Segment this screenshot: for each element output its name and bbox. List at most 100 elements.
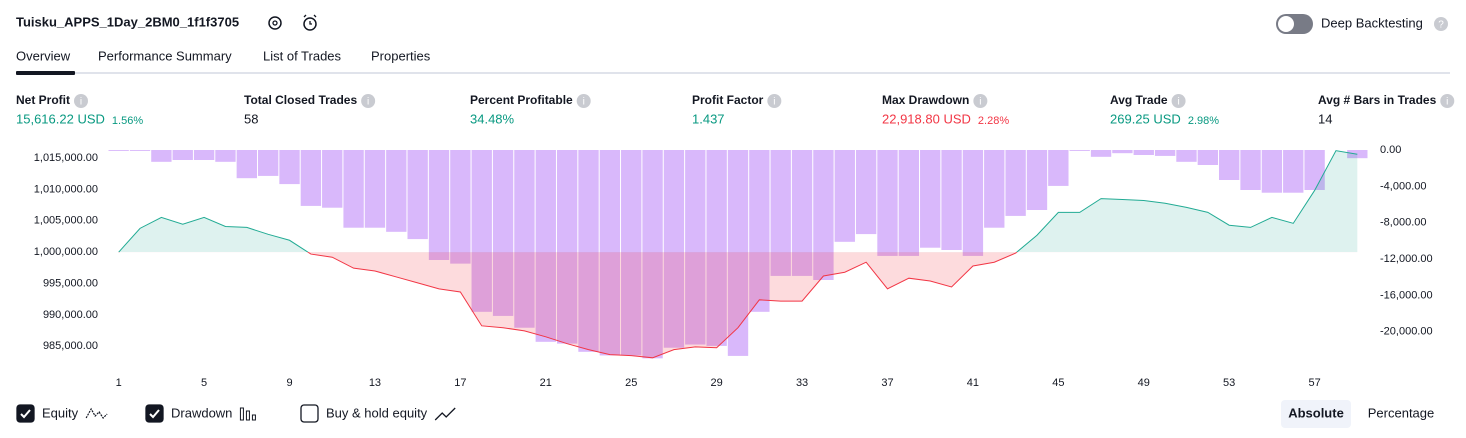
drawdown-bar	[322, 150, 343, 208]
drawdown-bar	[1069, 150, 1090, 151]
drawdown-bar	[855, 150, 877, 235]
info-icon[interactable]	[1171, 94, 1186, 108]
drawdown-bar	[791, 150, 813, 276]
drawdown-bar	[1005, 150, 1026, 216]
metric-value: 15,616.22 USD	[16, 111, 105, 126]
drawdown-bar	[1026, 150, 1048, 210]
info-icon[interactable]	[767, 94, 782, 108]
equity-line-below	[118, 252, 1018, 359]
x-tick-label: 9	[286, 377, 292, 389]
drawdown-bar	[535, 150, 556, 342]
drawdown-bar	[770, 150, 791, 276]
metric-label: Profit Factor	[692, 93, 764, 107]
drawdown-bar	[492, 150, 514, 316]
alert-icon[interactable]	[303, 14, 317, 31]
drawdown-bar	[1090, 150, 1112, 157]
settings-icon[interactable]	[268, 16, 282, 30]
y2-tick-label: -4,000.00	[1380, 180, 1426, 192]
drawdown-bar	[813, 150, 834, 280]
drawdown-bar	[706, 150, 727, 346]
drawdown-icon	[239, 407, 256, 421]
info-icon[interactable]	[1440, 94, 1455, 108]
metric-value: 1.437	[692, 111, 725, 126]
toggle-label: Deep Backtesting	[1321, 15, 1423, 30]
metric-label: Max Drawdown	[882, 93, 969, 107]
equity-area-above	[118, 150, 1358, 253]
metric-label: Avg Trade	[1110, 93, 1168, 107]
drawdown-bar	[877, 150, 898, 256]
drawdown-bar	[749, 150, 770, 312]
checkmark	[20, 409, 31, 419]
drawdown-bar	[1283, 150, 1304, 193]
checkbox[interactable]	[145, 404, 164, 423]
info-icon[interactable]	[973, 94, 988, 108]
metric-pct: 1.56%	[112, 115, 143, 127]
metric-label: Total Closed Trades	[244, 93, 357, 107]
mode-button[interactable]: Absolute	[1288, 405, 1344, 420]
x-tick-label: 45	[1052, 377, 1064, 389]
drawdown-bar	[621, 150, 642, 356]
y-tick-label: 1,010,000.00	[34, 183, 98, 195]
info-icon[interactable]	[576, 94, 591, 108]
metric-value: 34.48%	[470, 111, 515, 126]
mode-button[interactable]: Percentage	[1368, 405, 1435, 420]
drawdown-bar	[1154, 150, 1176, 156]
info-i: i	[773, 97, 775, 108]
y2-tick-label: -16,000.00	[1380, 289, 1433, 301]
y2-tick-label: 0.00	[1380, 144, 1401, 156]
drawdown-bar	[578, 150, 599, 352]
x-tick-label: 49	[1138, 377, 1150, 389]
drawdown-bar	[984, 150, 1005, 228]
x-tick-label: 17	[454, 377, 466, 389]
drawdown-bar	[962, 150, 984, 256]
drawdown-bar	[1176, 150, 1197, 162]
svg-text:?: ?	[1438, 20, 1444, 31]
legend-label: Equity	[42, 405, 79, 420]
drawdown-bar	[514, 150, 535, 328]
drawdown-bar	[642, 150, 663, 359]
help-icon[interactable]: ?	[1434, 17, 1448, 31]
tab[interactable]: Overview	[16, 48, 71, 63]
x-tick-label: 1	[116, 377, 122, 389]
tab[interactable]: Properties	[371, 48, 431, 63]
info-i: i	[1177, 97, 1179, 108]
info-i: i	[80, 97, 82, 108]
info-icon[interactable]	[361, 94, 376, 108]
drawdown-bar	[599, 150, 621, 356]
metric-value: 22,918.80 USD	[882, 111, 971, 126]
metric-label: Percent Profitable	[470, 93, 573, 107]
tab[interactable]: List of Trades	[263, 48, 342, 63]
tab[interactable]: Performance Summary	[98, 48, 232, 63]
x-tick-label: 57	[1308, 377, 1320, 389]
checkbox[interactable]	[300, 404, 319, 423]
drawdown-bar	[172, 150, 193, 160]
equity-line	[118, 150, 1358, 253]
drawdown-bar	[193, 150, 215, 160]
drawdown-bar	[1133, 150, 1154, 155]
y-tick-label: 995,000.00	[43, 277, 98, 289]
drawdown-bar	[151, 150, 172, 162]
drawdown-bar	[386, 150, 407, 232]
deep-backtesting-toggle[interactable]	[1276, 14, 1313, 34]
drawdown-bar	[941, 150, 962, 250]
drawdown-bar	[471, 150, 492, 312]
checkbox[interactable]	[16, 404, 35, 423]
metric-pct: 2.28%	[978, 115, 1009, 127]
drawdown-bar	[428, 150, 450, 260]
drawdown-bar	[343, 150, 364, 228]
drawdown-bar	[663, 150, 685, 348]
equity-icon	[85, 407, 108, 419]
x-tick-label: 25	[625, 377, 637, 389]
drawdown-bar	[685, 150, 706, 345]
y-tick-label: 1,015,000.00	[34, 152, 98, 164]
active-button-bg	[1281, 400, 1351, 428]
drawdown-bar	[108, 150, 129, 151]
y2-tick-label: -12,000.00	[1380, 253, 1433, 265]
info-icon[interactable]	[74, 94, 88, 108]
metric-label: Avg # Bars in Trades	[1318, 93, 1437, 107]
drawdown-bar	[215, 150, 236, 162]
y2-tick-label: -8,000.00	[1380, 217, 1426, 229]
metric-value: 14	[1318, 111, 1332, 126]
metric-pct: 2.98%	[1188, 115, 1219, 127]
info-i: i	[1446, 97, 1448, 108]
